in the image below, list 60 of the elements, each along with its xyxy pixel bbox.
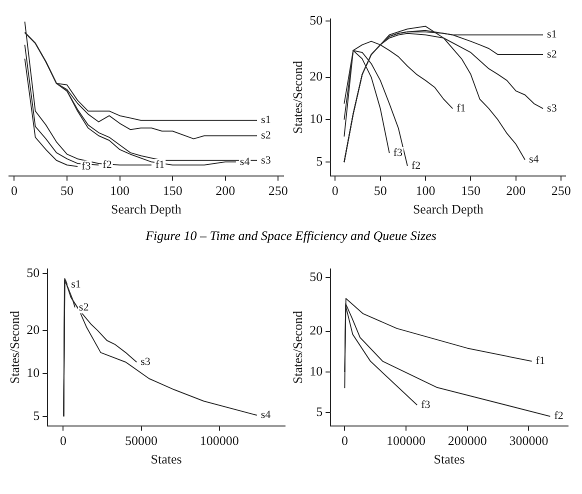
series-label: s4 <box>260 409 272 422</box>
x-axis-title: States <box>150 452 182 467</box>
x-tick-label: 0 <box>332 183 338 198</box>
x-tick-label: 100 <box>416 183 436 198</box>
series-label: f1 <box>456 102 466 114</box>
caption: Figure 10 – Time and Space Efficiency and Queue Sizes <box>146 228 436 243</box>
series-label: f1 <box>536 355 545 368</box>
y-tick-label: 20 <box>26 322 40 337</box>
y-axis-title: States/Second <box>7 310 22 384</box>
series-label: s3 <box>140 356 151 368</box>
x-axis-title: Search Depth <box>412 202 484 217</box>
x-tick-label: 100000 <box>200 433 239 448</box>
series-label: s3 <box>547 102 558 114</box>
x-tick-label: 200 <box>506 183 526 198</box>
y-axis-title: States/Second <box>290 60 306 134</box>
series-label: s3 <box>261 154 272 166</box>
x-tick-label: 0 <box>10 183 18 198</box>
x-tick-label: 100000 <box>386 433 426 448</box>
y-tick-label: 20 <box>310 68 323 84</box>
x-tick-label: 0 <box>341 433 348 448</box>
series-label: s4 <box>528 154 540 166</box>
x-tick-label: 200 <box>216 183 236 198</box>
series-label: f3 <box>82 160 92 172</box>
series-label: s2 <box>261 130 271 142</box>
y-tick-label: 50 <box>310 12 323 28</box>
series-label: f3 <box>393 146 404 159</box>
x-tick-label: 100 <box>110 183 130 198</box>
x-tick-label: 200000 <box>448 433 487 448</box>
y-tick-label: 50 <box>310 268 323 284</box>
series-label: f2 <box>554 410 564 422</box>
y-tick-label: 5 <box>316 154 323 169</box>
y-axis-title: States/Second <box>290 310 306 384</box>
y-tick-label: 10 <box>26 364 40 380</box>
series-label: f1 <box>155 158 165 171</box>
x-tick-label: 300000 <box>509 433 548 448</box>
x-tick-label: 0 <box>60 433 66 448</box>
series-label: s1 <box>71 278 81 290</box>
y-tick-label: 20 <box>310 322 323 338</box>
y-tick-label: 5 <box>316 404 323 420</box>
x-tick-label: 50 <box>60 183 74 198</box>
y-tick-label: 10 <box>310 363 323 378</box>
y-tick-label: 50 <box>26 264 40 280</box>
series-label: s2 <box>547 48 557 60</box>
y-tick-label: 10 <box>310 111 323 126</box>
x-tick-label: 250 <box>551 183 571 198</box>
series-label: s4 <box>240 156 250 168</box>
x-tick-label: 250 <box>268 183 288 198</box>
series-label: f3 <box>421 398 431 411</box>
series-label: f2 <box>411 160 421 172</box>
y-tick-label: 5 <box>33 408 40 423</box>
series-label: s1 <box>261 114 271 126</box>
x-tick-label: 50 <box>374 183 387 198</box>
x-tick-label: 150 <box>162 183 182 198</box>
x-tick-label: 50000 <box>125 433 158 448</box>
series-label: s1 <box>547 28 557 41</box>
x-axis-title: States <box>434 452 465 467</box>
series-label: s2 <box>78 301 89 314</box>
x-tick-label: 150 <box>460 183 480 198</box>
series-label: f2 <box>102 158 112 171</box>
x-axis-title: Search Depth <box>110 202 182 217</box>
